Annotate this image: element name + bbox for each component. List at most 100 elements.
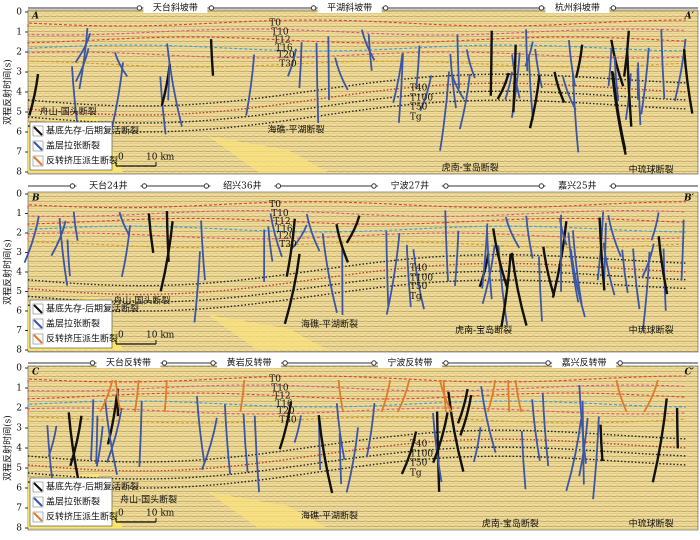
fault-line (385, 231, 390, 306)
fault-line (120, 225, 131, 278)
fault-name: 舟山-国头断裂 (113, 295, 170, 307)
fault-name: 中琉球断裂 (629, 164, 674, 176)
zone-marker (161, 360, 168, 366)
horizon-line (27, 407, 687, 415)
y-tick-label: 7 (16, 504, 22, 514)
zone-marker (538, 183, 545, 189)
corner-label: A′ (684, 12, 695, 22)
y-tick-label: 6 (16, 128, 22, 138)
fault-line (613, 55, 620, 102)
y-tick-label: 5 (16, 464, 22, 474)
fault-line (106, 407, 123, 463)
fault-line (367, 34, 373, 71)
fault-line (567, 40, 577, 87)
fault-line (531, 399, 541, 461)
zone-marker (69, 183, 76, 189)
fault-line (541, 393, 550, 467)
fault-line (592, 416, 600, 500)
horizon-label: T20 (277, 51, 295, 61)
horizon-line (27, 392, 687, 400)
horizon-label: T100 (410, 273, 433, 283)
y-tick-label: 0 (16, 364, 22, 374)
horizon-label: T0 (269, 200, 281, 210)
fault-line (458, 74, 471, 130)
horizon-label: T16 (275, 225, 293, 235)
horizon-label: T12 (273, 392, 290, 402)
fault-line (415, 45, 421, 90)
fault-line (439, 71, 450, 151)
fault-line (337, 379, 344, 413)
fault-line (558, 217, 568, 246)
y-tick-label: 2 (16, 404, 22, 414)
fault-line (449, 53, 457, 109)
y-tick-label: 1 (16, 384, 22, 394)
y-tick-label: 7 (16, 148, 22, 158)
zone-marker (136, 5, 143, 11)
zone-bg (545, 2, 610, 13)
horizon-label: Tg (410, 113, 422, 123)
horizon-line (27, 375, 687, 383)
fault-line (293, 415, 302, 443)
fault-line (78, 28, 89, 90)
fault-line (637, 62, 642, 126)
zone-label: 嘉兴25井 (558, 180, 596, 192)
horizon-label: T12 (273, 36, 290, 46)
fault-line (397, 53, 404, 123)
fault-line (72, 211, 79, 241)
horizon-label: T30 (279, 416, 297, 426)
scale-label: 10 km (146, 509, 175, 519)
fault-line (562, 76, 577, 111)
fault-line (193, 251, 201, 323)
y-tick-label: 2 (16, 48, 22, 58)
fault-line (138, 401, 143, 468)
fault-line (165, 211, 170, 262)
zone-marker (382, 5, 389, 11)
fault-line (472, 427, 482, 463)
fault-line (335, 403, 346, 460)
zone-marker (610, 5, 617, 11)
horizon-label: Tg (410, 292, 422, 302)
fault-line (682, 49, 694, 114)
y-tick-label: 5 (16, 287, 22, 297)
fault-line (500, 253, 512, 328)
fault-line (657, 236, 669, 295)
fault-line (607, 47, 613, 87)
fault-line (245, 54, 256, 116)
fault-line (196, 396, 206, 464)
fault-line (28, 73, 40, 116)
zone-bg (545, 180, 610, 191)
zone-bg (317, 2, 382, 13)
fault-line (651, 398, 668, 483)
legend-line (33, 497, 43, 507)
horizon-label: T40 (410, 264, 428, 274)
y-tick-label: 8 (16, 168, 22, 178)
horizon-label: T0 (269, 375, 281, 385)
horizon-label: T100 (410, 94, 433, 104)
zone-marker (443, 360, 449, 366)
fault-line (481, 223, 489, 289)
zone-marker (371, 183, 377, 189)
fault-line (287, 48, 297, 77)
y-tick-label: 3 (16, 248, 22, 258)
legend-line (33, 304, 43, 314)
zone-marker (371, 360, 377, 366)
zone-bg (76, 180, 141, 191)
zone-label: 嘉兴反转带 (562, 357, 607, 369)
legend-line (33, 319, 43, 329)
fault-line (610, 70, 627, 155)
horizon-line (27, 44, 687, 52)
horizon-label: T40 (410, 440, 428, 450)
fault-line (392, 53, 404, 103)
legend-label: 反转挤压派生断裂 (46, 333, 118, 345)
fault-line (520, 430, 527, 490)
fault-line (610, 39, 625, 87)
fault-name: 虎南-宝岛断裂 (442, 162, 499, 174)
fault-line (465, 49, 476, 79)
fault-name: 舟山-国头断裂 (120, 494, 177, 506)
zone-marker (617, 360, 623, 366)
corner-label: C (32, 368, 40, 378)
legend-label: 反转挤压派生断裂 (46, 511, 118, 523)
horizon-label: T40 (410, 84, 428, 94)
fault-line (114, 379, 122, 413)
fault-line (50, 220, 67, 257)
